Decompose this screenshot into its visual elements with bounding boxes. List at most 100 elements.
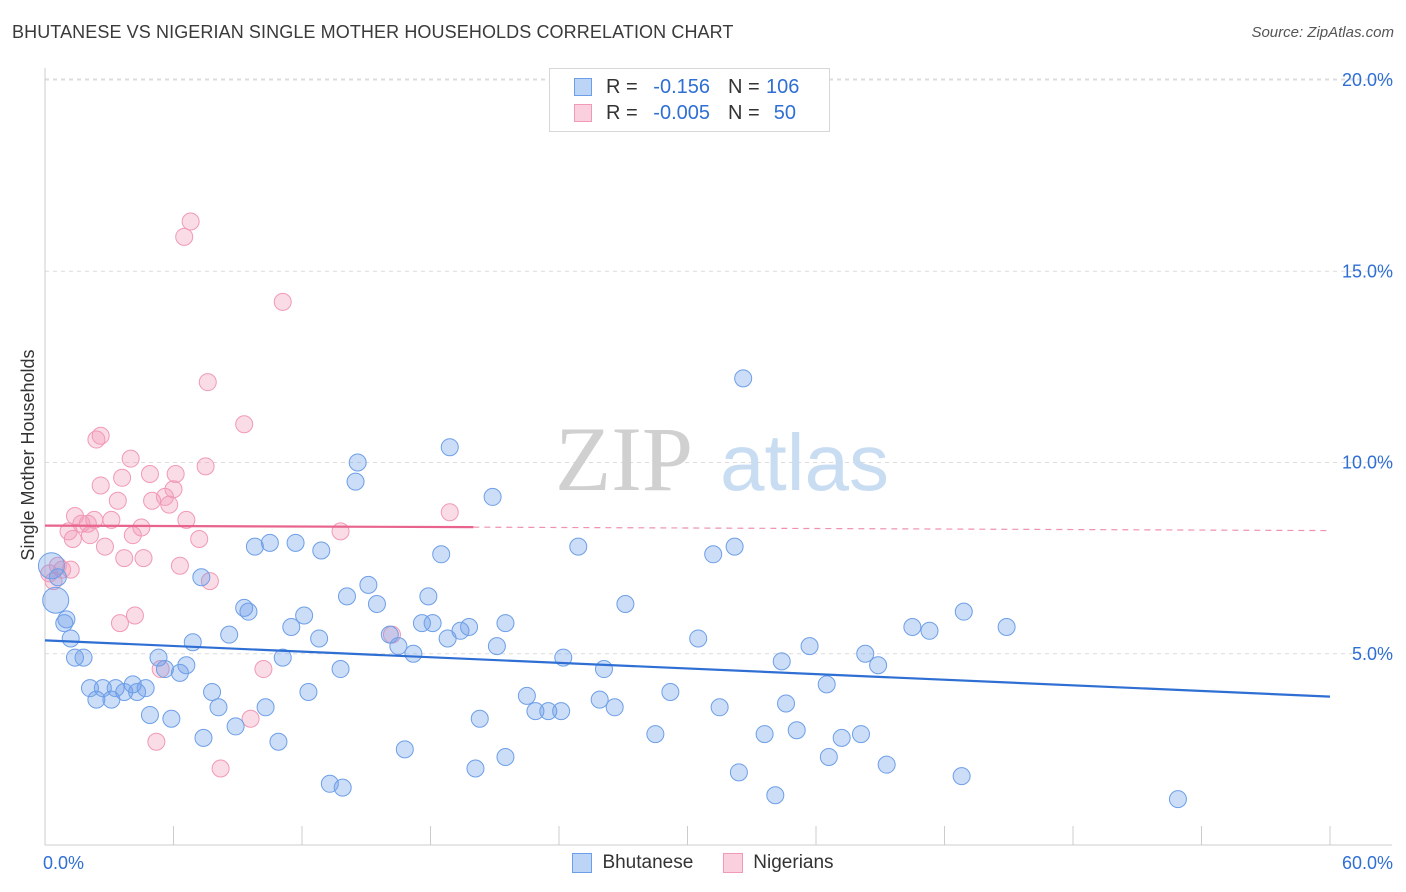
bhutanese-points [37, 369, 1187, 809]
n-value: 50 [773, 101, 796, 124]
bhutanese-point [460, 617, 479, 636]
nigerians-point [151, 660, 170, 679]
bhutanese-point [869, 656, 888, 675]
bhutanese-point [57, 610, 76, 629]
nigerians-point [125, 606, 144, 625]
nigerians-point [113, 468, 132, 487]
legend-label-bhutanese: Bhutanese [602, 852, 694, 873]
bhutanese-point [616, 595, 635, 614]
nigerians-point [200, 572, 219, 591]
bhutanese-point [37, 552, 65, 580]
bhutanese-trend-line [44, 639, 1331, 698]
bhutanese-point [337, 587, 356, 606]
bhutanese-point [423, 614, 442, 633]
bhutanese-point [412, 614, 431, 633]
series-legend: Bhutanese Nigerians [0, 852, 1406, 874]
trend-lines [44, 524, 1331, 698]
bhutanese-point [487, 637, 506, 656]
bhutanese-swatch [574, 78, 592, 96]
bhutanese-point [755, 725, 774, 744]
legend-item-nigerians[interactable]: Nigerians [723, 852, 834, 874]
bhutanese-point [155, 660, 174, 679]
bhutanese-point [170, 663, 189, 682]
nigerians-point [80, 526, 99, 545]
bhutanese-point [800, 637, 819, 656]
nigerians-point [164, 480, 183, 499]
nigerians-point [166, 464, 185, 483]
nigerians-point [121, 449, 140, 468]
bhutanese-point [952, 767, 971, 786]
bhutanese-point [310, 629, 329, 648]
bhutanese-point [273, 648, 292, 667]
legend-item-bhutanese[interactable]: Bhutanese [572, 852, 693, 874]
nigerians-point [177, 510, 196, 529]
axes [44, 68, 1392, 846]
bhutanese-point [106, 679, 125, 698]
n-label: N = [728, 101, 760, 124]
bhutanese-point [466, 759, 485, 778]
bhutanese-point [734, 369, 753, 388]
bhutanese-point [661, 683, 680, 701]
bhutanese-point [359, 575, 378, 594]
bhutanese-point [256, 698, 275, 717]
bhutanese-point [87, 690, 106, 709]
nigerians-trend-extension [473, 526, 1331, 532]
bhutanese-point [128, 683, 147, 701]
bhutanese-point [787, 721, 806, 740]
bhutanese-point [245, 537, 264, 556]
bhutanese-point [451, 621, 470, 640]
bhutanese-point [646, 725, 665, 744]
r-value: -0.156 [653, 75, 710, 98]
nigerians-point [181, 212, 200, 231]
bhutanese-point [203, 683, 222, 701]
nigerians-point [140, 464, 159, 483]
bhutanese-point [48, 568, 67, 587]
bhutanese-point [389, 637, 408, 656]
bhutanese-point [954, 602, 973, 621]
bhutanese-point [920, 621, 939, 640]
nigerians-point [160, 495, 179, 514]
bhutanese-point [496, 748, 515, 767]
bhutanese-point [710, 698, 729, 717]
bhutanese-point [569, 537, 588, 556]
n-value: 106 [766, 75, 800, 98]
legend-row-bhutanese: R = -0.156 N = 106 [574, 75, 800, 99]
bhutanese-point [404, 644, 423, 663]
nigerians-point [63, 530, 82, 548]
bhutanese-point [239, 602, 258, 621]
bhutanese-point [74, 648, 93, 667]
bhutanese-point [209, 698, 228, 717]
bhutanese-point [856, 644, 875, 663]
bhutanese-point [140, 705, 159, 724]
bhutanese-point [282, 617, 301, 636]
r-label: R = [606, 75, 638, 98]
nigerians-point [102, 510, 121, 529]
bhutanese-point [226, 717, 245, 736]
y-tick-label: 5.0% [1352, 644, 1393, 664]
bhutanese-point [286, 533, 305, 552]
nigerians-point [91, 426, 110, 445]
bhutanese-point [348, 453, 367, 472]
bhutanese-point [689, 629, 708, 648]
bhutanese-point [367, 595, 386, 614]
bhutanese-point [772, 652, 791, 671]
grid-lines [45, 78, 1392, 655]
bhutanese-point [295, 606, 314, 625]
bhutanese-point [526, 702, 545, 721]
bhutanese-point [346, 472, 365, 491]
correlation-legend: R = -0.156 N = 106 R = -0.005 N = 50 [549, 68, 830, 132]
chart-title: BHUTANESE VS NIGERIAN SINGLE MOTHER HOUS… [12, 22, 734, 42]
nigerians-point [254, 660, 273, 679]
bhutanese-point [483, 487, 502, 506]
bhutanese-point [269, 732, 288, 751]
bhutanese-point [395, 740, 414, 759]
nigerians-point [134, 549, 153, 568]
y-tick-label: 20.0% [1342, 70, 1393, 90]
nigerians-point [196, 457, 215, 476]
bhutanese-point [517, 686, 536, 705]
bhutanese-point [260, 533, 279, 552]
bhutanese-point [539, 702, 558, 721]
bhutanese-point [819, 748, 838, 767]
nigerians-legend-swatch [723, 853, 744, 873]
x-tick-label: 0.0% [43, 853, 84, 873]
